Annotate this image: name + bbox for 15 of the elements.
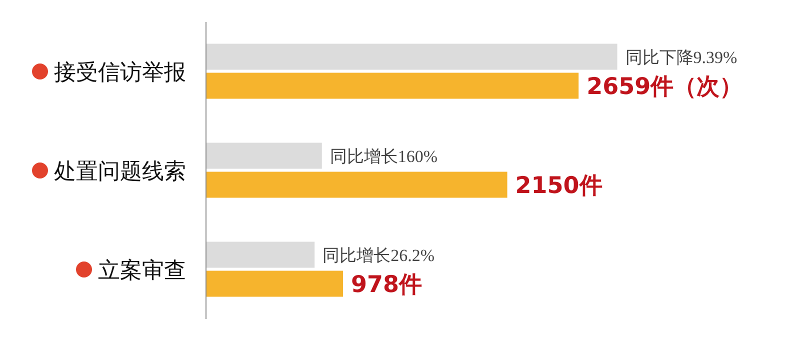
data-label: 同比下降9.39% <box>625 48 738 67</box>
y-tick-label: 处置问题线索 <box>54 160 186 184</box>
data-label: 2659件（次） <box>586 74 743 100</box>
bar <box>206 44 618 70</box>
bar <box>206 270 344 297</box>
y-tick-label: 接受信访举报 <box>54 60 186 86</box>
data-label: 978件 <box>351 272 422 298</box>
y-tick-label: 立案审查 <box>98 258 186 284</box>
bar <box>206 142 322 169</box>
bar <box>206 172 508 198</box>
bar <box>206 242 315 268</box>
data-label: 同比增长160% <box>330 146 438 166</box>
data-label: 2150件 <box>515 172 602 199</box>
data-label: 同比增长26.2% <box>322 246 435 265</box>
bar <box>206 72 579 99</box>
